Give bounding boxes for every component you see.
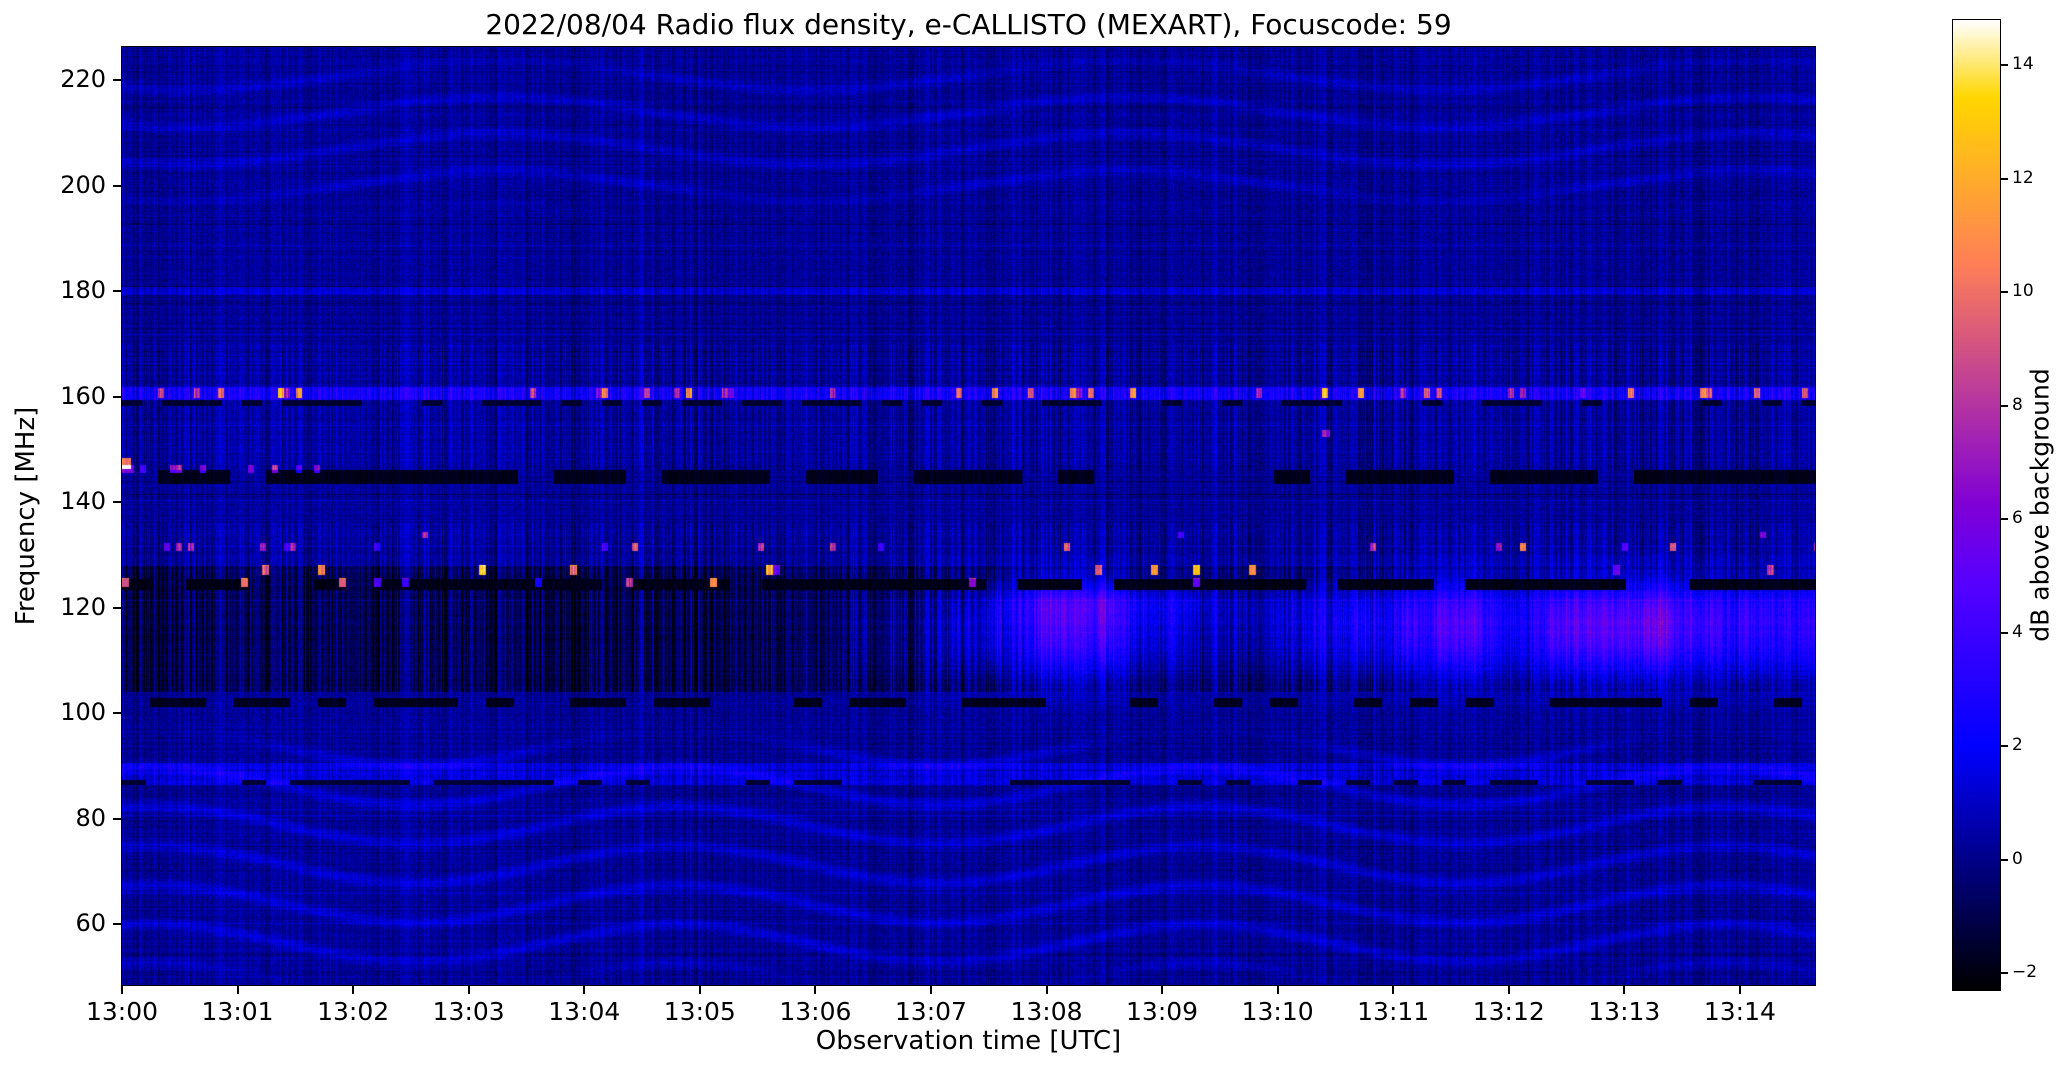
- x-tick-label: 13:04: [548, 997, 621, 1026]
- y-tick-label: 100: [60, 698, 106, 727]
- colorbar-tick-mark: [2001, 631, 2008, 634]
- x-tick-label: 13:07: [894, 997, 967, 1026]
- colorbar-tick-label: 0: [2012, 848, 2023, 869]
- y-tick-label: 60: [75, 909, 106, 938]
- x-tick-mark: [1045, 986, 1048, 994]
- colorbar-tick-label: 6: [2012, 508, 2023, 529]
- colorbar-tick-mark: [2001, 177, 2008, 180]
- y-tick-mark: [113, 923, 121, 926]
- x-tick-label: 13:11: [1357, 997, 1430, 1026]
- y-tick-mark: [113, 817, 121, 820]
- colorbar-tick-mark: [2001, 518, 2008, 521]
- x-tick-mark: [1738, 986, 1741, 994]
- x-tick-mark: [1276, 986, 1279, 994]
- y-tick-mark: [113, 184, 121, 187]
- x-tick-label: 13:08: [1010, 997, 1083, 1026]
- x-tick-mark: [929, 986, 932, 994]
- x-tick-mark: [583, 986, 586, 994]
- x-tick-mark: [1507, 986, 1510, 994]
- x-tick-label: 13:02: [317, 997, 390, 1026]
- y-tick-label: 80: [75, 803, 106, 832]
- x-tick-mark: [814, 986, 817, 994]
- chart-title: 2022/08/04 Radio flux density, e-CALLIST…: [485, 8, 1452, 41]
- colorbar-tick-mark: [2001, 64, 2008, 67]
- x-tick-mark: [467, 986, 470, 994]
- colorbar-tick-mark: [2001, 971, 2008, 974]
- x-tick-label: 13:14: [1703, 997, 1776, 1026]
- y-tick-label: 120: [60, 592, 106, 621]
- y-tick-label: 220: [60, 65, 106, 94]
- y-tick-label: 140: [60, 487, 106, 516]
- y-tick-mark: [113, 606, 121, 609]
- colorbar-tick-label: −2: [2012, 961, 2038, 982]
- x-tick-label: 13:09: [1126, 997, 1199, 1026]
- colorbar-tick-label: 4: [2012, 621, 2023, 642]
- colorbar-tick-mark: [2001, 745, 2008, 748]
- x-tick-mark: [1623, 986, 1626, 994]
- x-tick-label: 13:01: [201, 997, 274, 1026]
- colorbar-canvas: [1953, 20, 2000, 990]
- x-tick-mark: [236, 986, 239, 994]
- x-tick-mark: [121, 986, 123, 994]
- colorbar-tick-label: 14: [2012, 54, 2034, 75]
- colorbar-tick-mark: [2001, 404, 2008, 407]
- y-tick-label: 180: [60, 276, 106, 305]
- colorbar-tick-label: 10: [2012, 281, 2034, 302]
- x-tick-label: 13:06: [779, 997, 852, 1026]
- spectrogram-canvas: [122, 47, 1815, 985]
- x-tick-label: 13:10: [1241, 997, 1314, 1026]
- x-axis-label: Observation time [UTC]: [815, 1026, 1122, 1056]
- x-tick-label: 13:03: [432, 997, 505, 1026]
- y-tick-mark: [113, 395, 121, 398]
- x-tick-mark: [352, 986, 355, 994]
- y-tick-label: 200: [60, 170, 106, 199]
- colorbar-tick-mark: [2001, 858, 2008, 861]
- colorbar-tick-label: 8: [2012, 394, 2023, 415]
- colorbar-tick-label: 2: [2012, 735, 2023, 756]
- y-tick-mark: [113, 501, 121, 504]
- colorbar-tick-mark: [2001, 291, 2008, 294]
- x-tick-mark: [1161, 986, 1164, 994]
- y-tick-mark: [113, 712, 121, 715]
- x-tick-label: 13:00: [85, 997, 159, 1026]
- x-tick-mark: [698, 986, 701, 994]
- colorbar-tick-label: 12: [2012, 167, 2034, 188]
- y-tick-mark: [113, 79, 121, 82]
- x-tick-label: 13:13: [1588, 997, 1661, 1026]
- x-tick-mark: [1392, 986, 1395, 994]
- y-tick-label: 160: [60, 381, 106, 410]
- colorbar-label: dB above background: [2025, 368, 2055, 642]
- x-tick-label: 13:12: [1472, 997, 1545, 1026]
- y-tick-mark: [113, 290, 121, 293]
- x-tick-label: 13:05: [663, 997, 736, 1026]
